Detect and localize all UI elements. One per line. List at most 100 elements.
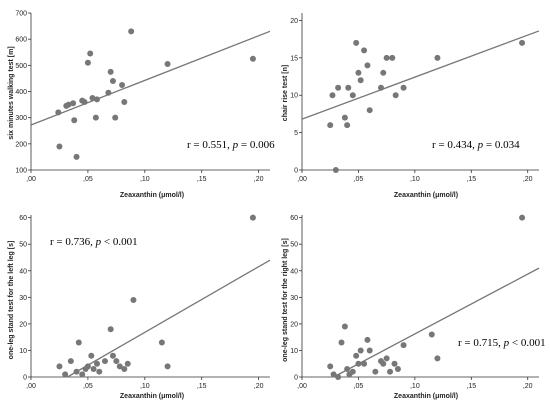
data-point [329,92,336,99]
chart-one-leg-stand-right: one-leg stand test for the right leg [s]… [282,214,546,400]
y-tick-label: 20 [290,18,298,25]
data-point [116,363,123,370]
x-tick-label: ,20 [523,176,533,183]
y-tick-label: 100 [15,168,27,175]
y-axis-title: one-leg stand test for the left leg [s] [8,241,15,360]
y-tick-label: 5 [294,130,298,137]
p-value: = 0.034 [483,139,520,151]
data-point [249,55,256,62]
chart-six-minutes-walking-test: six minutes walking test [m] Zeaxanthin … [8,11,275,200]
data-point [434,54,441,61]
y-tick-label: 20 [19,321,27,328]
data-point [335,84,342,91]
data-point [84,363,91,370]
x-tick-label: ,15 [197,383,207,390]
data-point [361,360,368,367]
data-point [335,374,342,380]
y-tick-label: 30 [290,295,298,302]
y-tick-label: 0 [294,375,298,382]
data-point [89,95,96,102]
data-point [96,368,103,375]
regression-line [301,30,540,120]
data-point [79,371,86,378]
data-point [90,366,97,373]
data-point [428,331,435,338]
y-tick-label: 0 [23,375,27,382]
data-point [332,167,339,173]
data-point [73,153,80,160]
data-point [366,347,373,354]
data-point [88,352,95,359]
data-point [94,96,101,103]
data-point [383,355,390,362]
data-point [330,371,337,378]
data-point [101,358,108,365]
y-tick-label: 400 [15,89,27,96]
x-tick-label: ,00 [297,383,307,390]
data-point [392,92,399,99]
x-tick-label: ,20 [254,176,264,183]
data-point [327,122,334,129]
data-point [383,54,390,61]
data-point [387,368,394,375]
data-point [67,358,74,365]
x-tick-label: ,10 [410,383,420,390]
p-value: = 0.006 [238,139,275,151]
data-point [372,368,379,375]
p-symbol: p [95,236,102,248]
y-axis-title: one-leg stand test for the right leg [s] [282,238,289,362]
data-point [75,339,82,346]
data-point [164,363,171,370]
correlation-annotation: r = 0.736, p < 0.001 [50,236,138,248]
r-value: r = 0.434, [432,139,478,151]
data-point [73,368,80,375]
y-tick-label: 10 [290,93,298,100]
data-point [164,61,171,68]
y-axis-title: six minutes walking test [m] [8,46,15,139]
data-point [158,339,165,346]
data-point [62,371,69,378]
data-point [434,355,441,362]
y-tick-label: 60 [290,215,298,222]
y-tick-label: 40 [290,268,298,275]
data-point [400,342,407,349]
chart-chair-rise-test: chair rise test [n] Zeaxanthin (μmol/l) … [282,13,540,199]
data-point [124,360,131,367]
data-point [109,78,116,85]
data-point [107,68,114,75]
r-value: r = 0.551, [187,139,233,151]
data-point [380,69,387,76]
x-tick-label: ,10 [410,176,420,183]
x-tick-label: ,15 [466,176,476,183]
data-point [355,360,362,367]
y-tick-label: 20 [290,321,298,328]
y-tick-label: 40 [19,268,27,275]
x-tick-label: ,15 [466,383,476,390]
data-point [70,100,77,107]
data-point [56,143,63,150]
y-tick-label: 30 [19,295,27,302]
data-point [519,39,526,46]
data-point [327,363,334,370]
data-point [249,214,256,221]
x-tick-label: ,05 [354,176,364,183]
r-value: r = 0.736, [50,236,96,248]
y-tick-label: 0 [294,168,298,175]
x-tick-label: ,05 [83,176,93,183]
data-point [94,360,101,367]
regression-line [30,30,271,126]
p-symbol: p [477,139,484,151]
regression-line [67,259,271,378]
data-point [364,62,371,69]
p-value: < 0.001 [509,337,545,349]
data-point [56,363,63,370]
y-axis-title: chair rise test [n] [282,65,289,121]
data-point [389,54,396,61]
data-point [341,323,348,330]
data-point [119,81,126,88]
data-point [87,50,94,57]
y-tick-label: 300 [15,115,27,122]
data-point [107,326,114,333]
data-point [344,122,351,129]
data-point [394,366,401,373]
